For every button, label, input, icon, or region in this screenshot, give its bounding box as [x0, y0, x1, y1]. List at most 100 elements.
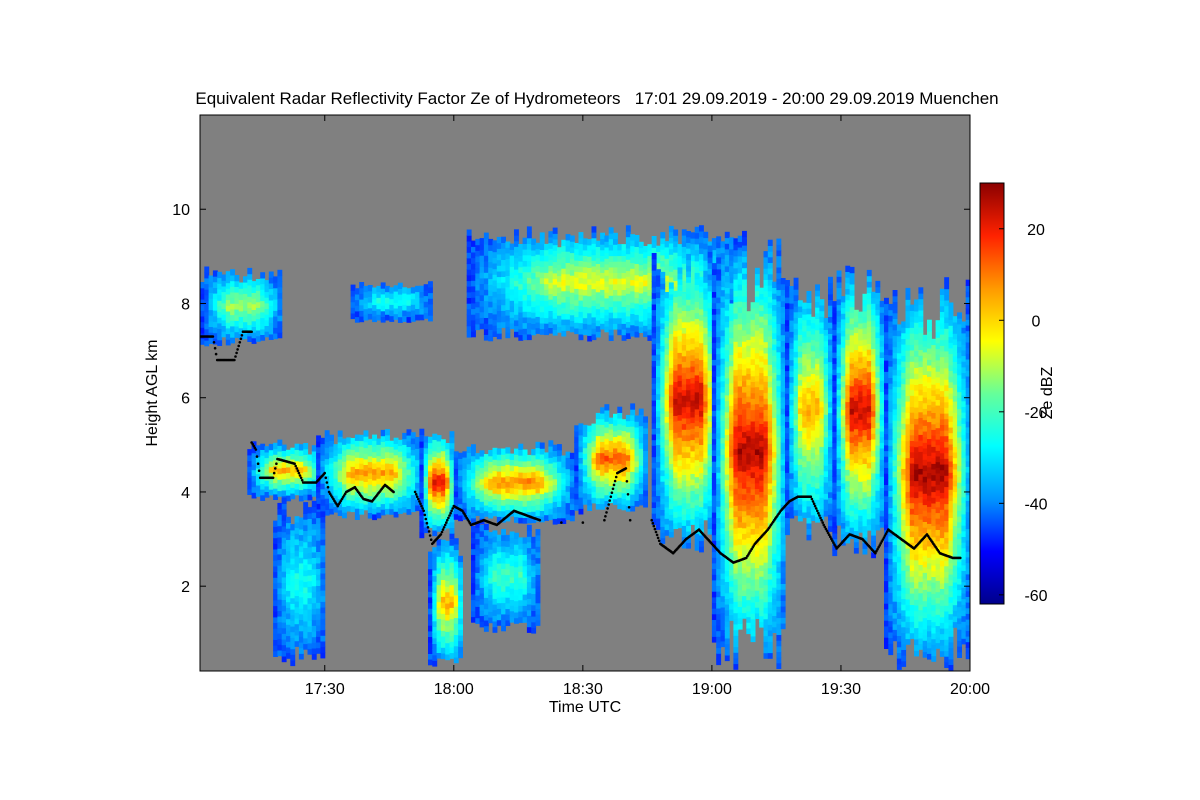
echo-cell — [428, 292, 433, 299]
echo-cell — [742, 522, 747, 529]
echo-cell — [539, 288, 545, 296]
echo-cell — [608, 317, 614, 325]
echo-cell — [514, 240, 519, 247]
echo-cell — [660, 305, 666, 313]
echo-cell — [208, 286, 214, 294]
echo-cell — [410, 466, 416, 473]
echo-cell — [608, 283, 614, 291]
echo-cell — [724, 355, 730, 362]
echo-cell — [608, 278, 614, 285]
echo-cell — [578, 249, 584, 256]
echo-cell — [423, 509, 429, 517]
echo-cell — [445, 505, 451, 512]
echo-cell — [815, 454, 820, 461]
echo-cell — [737, 301, 743, 308]
echo-cell — [737, 374, 743, 381]
echo-cell — [724, 248, 730, 256]
echo-cell — [772, 343, 777, 351]
echo-cell — [557, 264, 562, 271]
echo-cell — [634, 500, 640, 507]
echo-cell — [617, 261, 623, 268]
echo-cell — [471, 291, 476, 298]
echo-cell — [668, 293, 674, 300]
echo-cell — [496, 499, 502, 506]
echo-cell — [724, 349, 730, 356]
echo-cell — [496, 321, 502, 328]
echo-cell — [350, 500, 356, 507]
echo-cell — [621, 475, 627, 482]
echo-cell — [372, 474, 377, 481]
echo-cell — [264, 446, 270, 453]
echo-cell — [397, 456, 403, 463]
echo-cell — [724, 581, 730, 588]
echo-cell — [763, 454, 769, 461]
echo-cell — [772, 496, 777, 503]
echo-cell — [767, 516, 773, 524]
echo-cell — [776, 329, 782, 336]
echo-cell — [582, 481, 588, 488]
echo-cell — [604, 455, 610, 462]
echo-cell — [780, 402, 786, 409]
echo-cell — [208, 292, 214, 299]
echo-cell — [625, 420, 631, 427]
echo-cell — [591, 451, 597, 459]
echo-cell — [440, 461, 446, 469]
echo-cell — [337, 436, 343, 443]
echo-cell — [742, 499, 747, 506]
echo-cell — [243, 276, 248, 283]
echo-cell — [569, 286, 575, 293]
echo-cell — [742, 318, 747, 325]
echo-cell — [656, 257, 661, 264]
echo-cell — [337, 447, 343, 454]
echo-cell — [298, 455, 304, 462]
echo-cell — [255, 445, 261, 452]
echo-cell — [681, 513, 687, 521]
echo-cell — [724, 243, 730, 250]
echo-cell — [466, 458, 472, 465]
echo-cell — [772, 338, 777, 345]
echo-cell — [337, 504, 343, 511]
echo-cell — [673, 505, 679, 512]
echo-cell — [733, 510, 739, 518]
echo-cell — [389, 446, 395, 453]
echo-cell — [793, 277, 799, 284]
echo-cell — [754, 431, 760, 439]
echo-cell — [268, 316, 274, 324]
echo-cell — [483, 499, 489, 506]
echo-cell — [737, 470, 743, 477]
echo-cell — [298, 483, 304, 491]
echo-cell — [634, 483, 640, 490]
echo-cell — [724, 332, 730, 339]
echo-cell — [316, 452, 321, 459]
echo-cell — [797, 498, 803, 505]
echo-cell — [711, 243, 717, 251]
echo-cell — [699, 336, 704, 344]
echo-cell — [561, 472, 567, 479]
echo-cell — [578, 328, 584, 335]
echo-cell — [699, 247, 704, 255]
echo-cell — [810, 446, 816, 454]
echo-cell — [742, 567, 747, 574]
echo-cell — [221, 331, 227, 338]
echo-cell — [230, 314, 235, 321]
echo-cell — [793, 300, 799, 307]
echo-cell — [268, 277, 274, 284]
echo-cell — [574, 453, 580, 460]
echo-cell — [522, 483, 528, 490]
echo-cell — [724, 451, 730, 458]
echo-cell — [759, 530, 765, 538]
echo-cell — [200, 304, 205, 311]
echo-cell — [694, 408, 700, 415]
echo-cell — [711, 494, 717, 502]
echo-cell — [711, 483, 717, 490]
echo-cell — [204, 311, 210, 318]
echo-cell — [630, 420, 636, 427]
echo-cell — [217, 311, 223, 318]
echo-cell — [582, 306, 588, 313]
echo-cell — [806, 392, 812, 400]
echo-cell — [668, 480, 674, 487]
echo-cell — [681, 412, 687, 419]
echo-cell — [251, 452, 257, 459]
echo-cell — [406, 502, 412, 510]
echo-cell — [780, 334, 786, 341]
